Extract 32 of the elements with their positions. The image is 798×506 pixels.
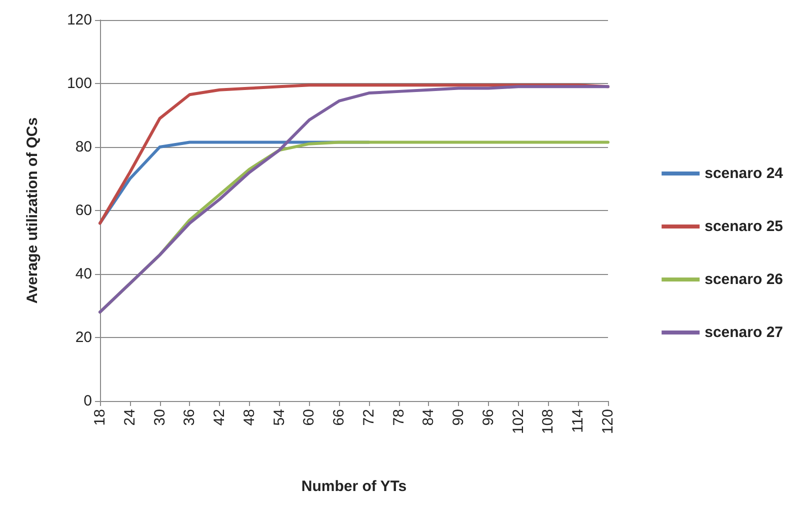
- legend-label: scenaro 25: [704, 218, 784, 235]
- x-tick-label: 120: [600, 409, 616, 434]
- legend-label: scenaro 24: [704, 165, 784, 182]
- y-tick-label: 80: [75, 138, 92, 156]
- y-tick-label: 100: [66, 75, 92, 92]
- legend-label: scenaro 27: [704, 324, 784, 341]
- y-tick-label: 120: [66, 12, 92, 28]
- y-tick-label: 60: [75, 202, 92, 219]
- x-tick-label: 72: [360, 409, 378, 426]
- x-tick-label: 66: [330, 409, 348, 426]
- x-tick-label: 42: [211, 409, 228, 426]
- x-tick-label: 90: [450, 409, 468, 426]
- y-tick-label: 40: [75, 266, 92, 282]
- y-tick-label: 20: [75, 329, 92, 346]
- x-tick-label: 102: [510, 409, 527, 434]
- x-axis-title: Number of YTs: [301, 478, 407, 495]
- x-tick-label: 30: [151, 409, 168, 426]
- y-axis-title: Average utilization of QCs: [24, 117, 41, 304]
- x-tick-label: 48: [240, 409, 258, 426]
- x-tick-label: 78: [390, 409, 408, 426]
- line-series: [98, 85, 610, 314]
- x-tick-label: 96: [480, 409, 497, 426]
- legend-label: scenaro 26: [704, 271, 784, 288]
- x-tick-label: 60: [300, 409, 318, 426]
- x-tick-label: 108: [540, 409, 557, 434]
- x-tick-label: 114: [570, 409, 587, 433]
- x-tick-label: 84: [420, 409, 438, 426]
- x-tick-label: 18: [92, 409, 108, 426]
- y-tick-label: 0: [84, 392, 92, 410]
- x-tick-label: 54: [270, 409, 288, 426]
- x-tick-label: 36: [181, 409, 198, 426]
- x-tick-label: 24: [121, 409, 138, 426]
